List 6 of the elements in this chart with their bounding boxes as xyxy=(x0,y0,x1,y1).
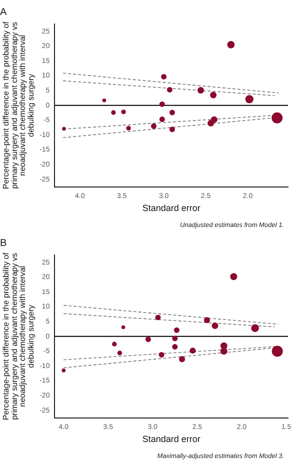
x-axis-title: Standard error xyxy=(142,203,200,214)
y-axis-title: Percentage-point difference in the probability of primary surgery and adjuvant chemotherapy vs neoadjuvant chemotherapy with interval debulking surgery xyxy=(1,20,36,190)
chart-title: B xyxy=(0,238,7,249)
y-axis-title: Percentage-point difference in the probability of primary surgery and adjuvant chemotherapy vs neoadjuvant chemotherapy with interval debulking surgery xyxy=(1,252,36,420)
chart-title: A xyxy=(0,6,7,18)
x-axis-title: Standard error xyxy=(142,434,200,444)
